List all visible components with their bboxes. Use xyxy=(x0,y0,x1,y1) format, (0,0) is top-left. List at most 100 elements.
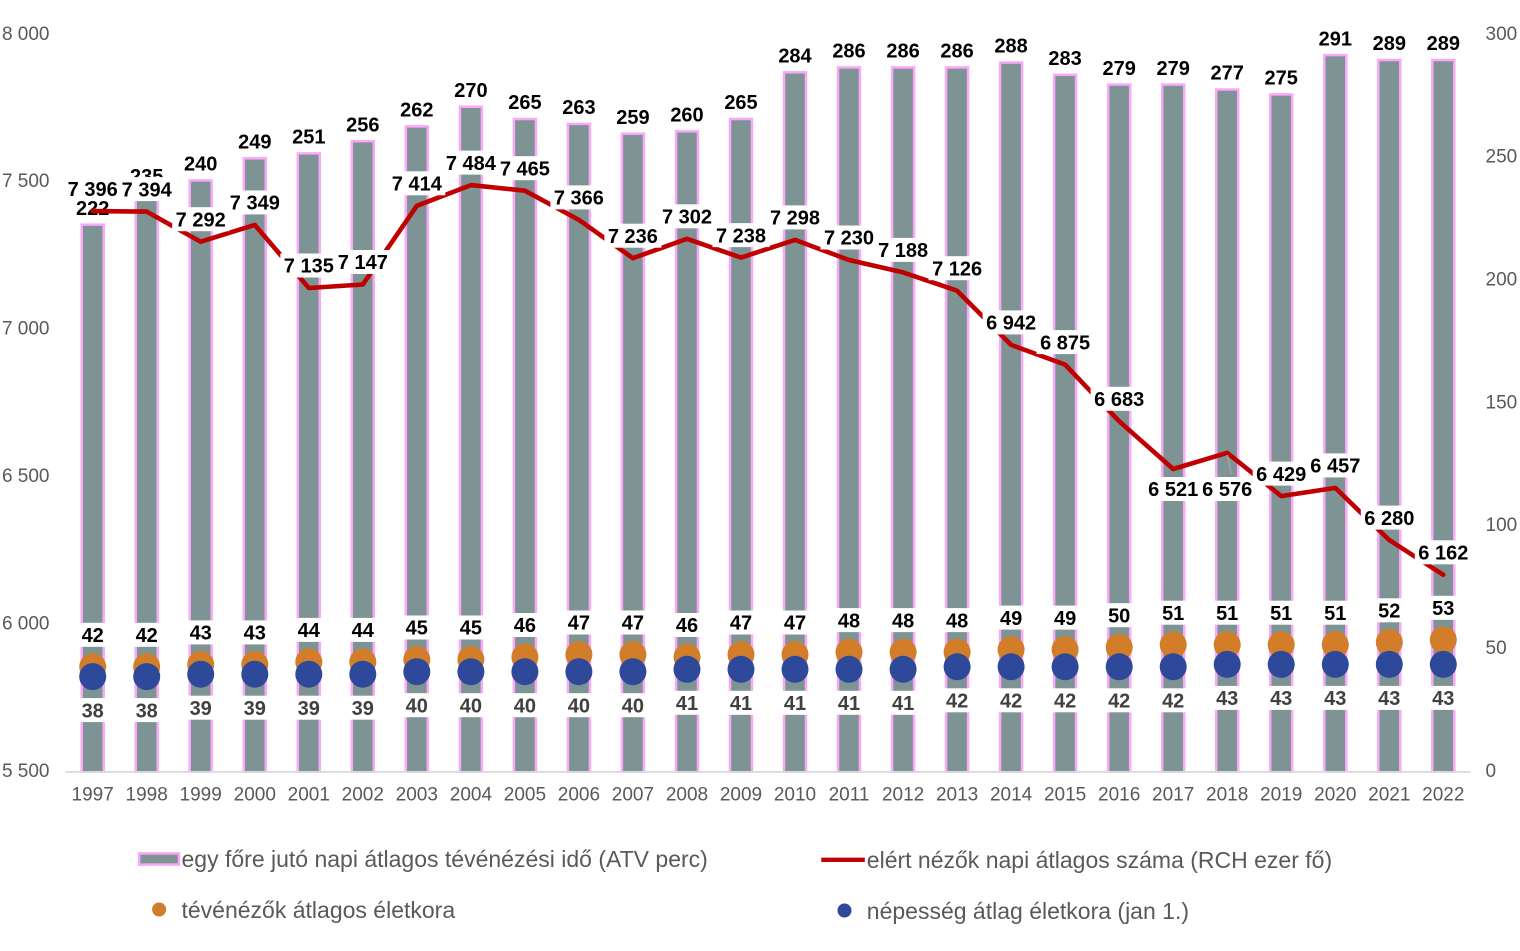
svg-text:2004: 2004 xyxy=(450,785,493,806)
svg-text:7 414: 7 414 xyxy=(392,174,443,196)
svg-text:300: 300 xyxy=(1486,24,1518,45)
svg-text:2011: 2011 xyxy=(829,785,870,806)
svg-text:47: 47 xyxy=(730,613,752,635)
svg-text:népesség átlag életkora (jan 1: népesség átlag életkora (jan 1.) xyxy=(867,898,1189,924)
svg-text:2018: 2018 xyxy=(1206,785,1248,806)
svg-text:41: 41 xyxy=(730,693,752,715)
svg-text:7 394: 7 394 xyxy=(122,179,173,201)
svg-text:49: 49 xyxy=(1000,608,1022,630)
svg-text:51: 51 xyxy=(1216,603,1238,625)
svg-text:270: 270 xyxy=(454,80,487,102)
svg-text:40: 40 xyxy=(622,695,644,717)
svg-text:tévénézők átlagos életkora: tévénézők átlagos életkora xyxy=(182,897,456,923)
svg-text:39: 39 xyxy=(244,698,266,720)
svg-text:40: 40 xyxy=(514,695,536,717)
svg-text:6 500: 6 500 xyxy=(2,466,50,487)
svg-text:222: 222 xyxy=(76,198,109,220)
svg-text:2020: 2020 xyxy=(1314,785,1356,806)
svg-text:6 521: 6 521 xyxy=(1148,479,1198,501)
svg-text:44: 44 xyxy=(298,620,321,642)
svg-text:2002: 2002 xyxy=(342,785,384,806)
svg-text:7 292: 7 292 xyxy=(176,209,226,231)
svg-text:262: 262 xyxy=(400,100,433,122)
svg-text:47: 47 xyxy=(622,613,644,635)
svg-text:2012: 2012 xyxy=(882,785,924,806)
svg-text:41: 41 xyxy=(676,693,698,715)
svg-text:6 683: 6 683 xyxy=(1094,389,1144,411)
svg-text:286: 286 xyxy=(886,41,919,63)
svg-text:43: 43 xyxy=(1216,688,1238,710)
svg-text:38: 38 xyxy=(136,700,158,722)
svg-text:7 126: 7 126 xyxy=(932,258,982,280)
svg-text:249: 249 xyxy=(238,132,271,154)
svg-text:45: 45 xyxy=(460,618,482,640)
svg-text:7 465: 7 465 xyxy=(500,158,550,180)
svg-text:2008: 2008 xyxy=(666,785,708,806)
svg-text:150: 150 xyxy=(1486,392,1518,413)
svg-text:48: 48 xyxy=(892,610,914,632)
svg-text:2005: 2005 xyxy=(504,785,546,806)
svg-text:2006: 2006 xyxy=(558,785,600,806)
svg-text:6 576: 6 576 xyxy=(1202,479,1252,501)
svg-text:250: 250 xyxy=(1486,147,1518,168)
svg-text:6 280: 6 280 xyxy=(1364,508,1414,530)
svg-text:6 162: 6 162 xyxy=(1418,543,1468,565)
svg-text:289: 289 xyxy=(1373,33,1406,55)
svg-text:7 396: 7 396 xyxy=(68,179,118,201)
svg-text:42: 42 xyxy=(1054,691,1076,713)
svg-text:46: 46 xyxy=(676,615,698,637)
svg-text:41: 41 xyxy=(892,693,914,715)
svg-text:2015: 2015 xyxy=(1044,785,1086,806)
svg-text:42: 42 xyxy=(82,625,104,647)
svg-text:7 000: 7 000 xyxy=(2,319,50,340)
svg-text:240: 240 xyxy=(184,154,217,176)
svg-text:279: 279 xyxy=(1157,58,1190,80)
svg-text:43: 43 xyxy=(244,623,266,645)
svg-text:6 875: 6 875 xyxy=(1040,332,1090,354)
svg-text:7 366: 7 366 xyxy=(554,188,604,210)
svg-text:291: 291 xyxy=(1319,28,1352,50)
svg-text:7 484: 7 484 xyxy=(446,153,497,175)
svg-text:49: 49 xyxy=(1054,608,1076,630)
svg-text:2000: 2000 xyxy=(234,785,276,806)
svg-text:43: 43 xyxy=(1432,688,1454,710)
svg-text:100: 100 xyxy=(1486,515,1518,536)
svg-text:259: 259 xyxy=(616,107,649,129)
svg-text:260: 260 xyxy=(670,105,703,127)
svg-text:1997: 1997 xyxy=(72,785,114,806)
svg-text:46: 46 xyxy=(514,615,536,637)
svg-text:2010: 2010 xyxy=(774,785,816,806)
svg-text:2014: 2014 xyxy=(990,785,1033,806)
svg-text:6 000: 6 000 xyxy=(2,613,50,634)
svg-text:7 500: 7 500 xyxy=(2,171,50,192)
svg-text:2022: 2022 xyxy=(1422,785,1464,806)
svg-text:2021: 2021 xyxy=(1368,785,1410,806)
svg-text:47: 47 xyxy=(568,613,590,635)
svg-text:44: 44 xyxy=(352,620,375,642)
svg-text:elért nézők napi átlagos száma: elért nézők napi átlagos száma (RCH ezer… xyxy=(867,847,1332,873)
svg-text:8 000: 8 000 xyxy=(2,24,50,45)
svg-text:251: 251 xyxy=(292,127,325,149)
svg-text:288: 288 xyxy=(994,36,1027,58)
svg-text:42: 42 xyxy=(1000,691,1022,713)
svg-text:2003: 2003 xyxy=(396,785,438,806)
svg-text:7 302: 7 302 xyxy=(662,207,712,229)
svg-text:41: 41 xyxy=(784,693,806,715)
svg-text:2016: 2016 xyxy=(1098,785,1140,806)
svg-text:43: 43 xyxy=(1270,688,1292,710)
svg-text:51: 51 xyxy=(1270,603,1292,625)
svg-text:7 188: 7 188 xyxy=(878,240,928,262)
svg-text:2019: 2019 xyxy=(1260,785,1302,806)
svg-text:39: 39 xyxy=(298,698,320,720)
svg-text:0: 0 xyxy=(1486,761,1497,782)
svg-text:39: 39 xyxy=(190,698,212,720)
svg-text:40: 40 xyxy=(406,695,428,717)
svg-text:48: 48 xyxy=(946,610,968,632)
svg-text:2013: 2013 xyxy=(936,785,978,806)
svg-text:43: 43 xyxy=(190,623,212,645)
svg-text:7 238: 7 238 xyxy=(716,225,766,247)
svg-text:200: 200 xyxy=(1486,270,1518,291)
svg-text:277: 277 xyxy=(1211,63,1244,85)
svg-text:42: 42 xyxy=(946,691,968,713)
svg-text:265: 265 xyxy=(724,92,757,114)
